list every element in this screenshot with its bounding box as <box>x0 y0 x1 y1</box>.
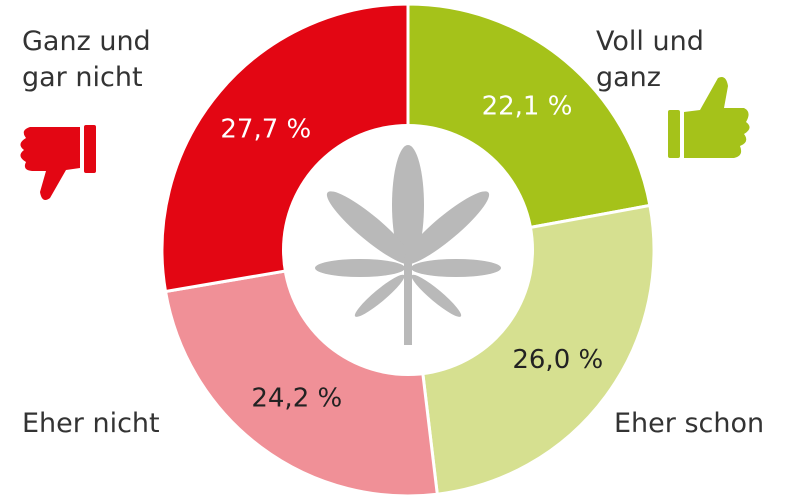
value-label: 26,0 % <box>512 345 603 375</box>
value-label: 24,2 % <box>251 384 342 414</box>
value-label: 22,1 % <box>482 92 573 122</box>
leaf-icon <box>315 145 501 345</box>
category-label: Eher schon <box>614 408 765 439</box>
thumb-down-icon <box>20 125 96 200</box>
value-label: 27,7 % <box>220 115 311 145</box>
category-label: Voll und ganz <box>596 26 704 93</box>
category-label: Ganz und gar nicht <box>22 26 151 93</box>
category-label: Eher nicht <box>22 408 160 439</box>
thumb-up-icon <box>668 77 750 158</box>
